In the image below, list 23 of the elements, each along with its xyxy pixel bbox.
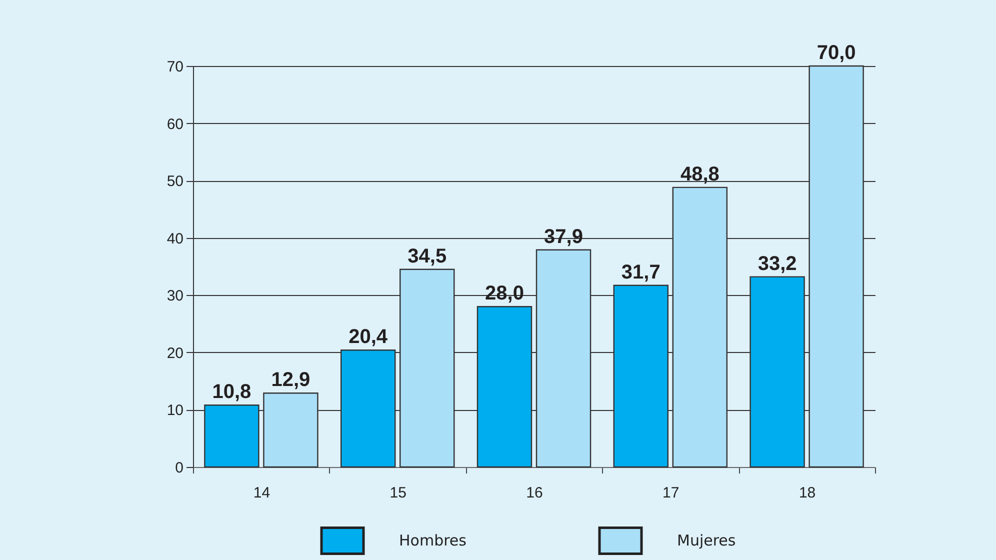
legend-label: Mujeres [677,532,736,550]
y-tick-label: 50 [166,173,184,190]
data-label: 31,7 [621,261,660,284]
x-tick-label: 18 [798,484,816,502]
x-tick-label: 14 [253,484,270,502]
y-tick-label: 70 [166,58,184,76]
data-label: 20,4 [348,326,388,348]
y-tick-label: 0 [175,460,184,476]
data-label: 10,8 [212,381,252,404]
data-label: 33,2 [758,252,797,275]
x-tick-label: 16 [526,484,543,502]
y-tick-label: 20 [166,344,184,362]
data-label: 48,8 [680,163,720,186]
legend-label: Hombres [399,532,467,550]
y-tick-label: 60 [166,116,184,133]
y-tick-label: 40 [166,230,184,248]
data-label: 12,9 [271,369,310,392]
y-tick-label: 10 [166,402,184,420]
x-tick-label: 15 [390,484,406,502]
y-tick-label: 30 [166,288,184,305]
x-tick-label: 17 [662,484,680,502]
data-label: 34,5 [408,245,447,268]
data-label: 70,0 [816,42,856,64]
